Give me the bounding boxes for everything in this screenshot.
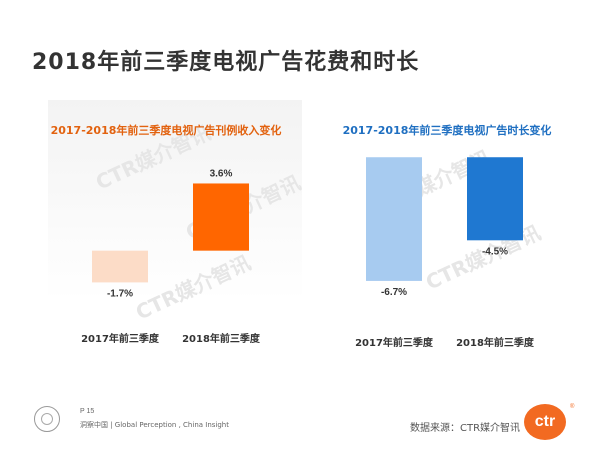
chart-title: 2017-2018年前三季度电视广告时长变化 — [343, 123, 552, 137]
data-label: -6.7% — [381, 287, 407, 298]
data-label: -4.5% — [482, 246, 508, 257]
category-label: 2018年前三季度 — [182, 332, 261, 345]
seal-logo-icon — [34, 406, 60, 432]
registered-mark: ® — [570, 404, 575, 410]
watermark-text: CTR媒介智讯 — [132, 250, 254, 324]
left-panel-background — [48, 100, 302, 368]
bar-1 — [366, 157, 422, 281]
category-label: 2017年前三季度 — [355, 336, 434, 349]
data-label: 3.6% — [210, 168, 233, 179]
page-title: 2018年前三季度电视广告花费和时长 — [32, 50, 420, 75]
bar-2 — [193, 183, 249, 251]
data-label: -1.7% — [107, 288, 133, 299]
bar-2 — [467, 157, 523, 241]
chart-ad-duration-change: 2017-2018年前三季度电视广告时长变化 -6.7% 2017年前三季度 -4.5… — [343, 123, 552, 349]
data-source: 数据来源：CTR媒介智讯 — [410, 423, 521, 434]
category-label: 2017年前三季度 — [81, 332, 160, 345]
footer-tagline: 洞察中国 | Global Perception , China Insight — [80, 421, 229, 429]
page-number: P 15 — [80, 408, 95, 415]
ctr-logo: ctr — [524, 404, 566, 440]
bar-1 — [92, 250, 148, 283]
chart-title: 2017-2018年前三季度电视广告刊例收入变化 — [51, 123, 282, 137]
category-label: 2018年前三季度 — [456, 336, 535, 349]
chart-ad-revenue-change: 2017-2018年前三季度电视广告刊例收入变化 -1.7% 2017年前三季度 3.… — [51, 123, 282, 345]
